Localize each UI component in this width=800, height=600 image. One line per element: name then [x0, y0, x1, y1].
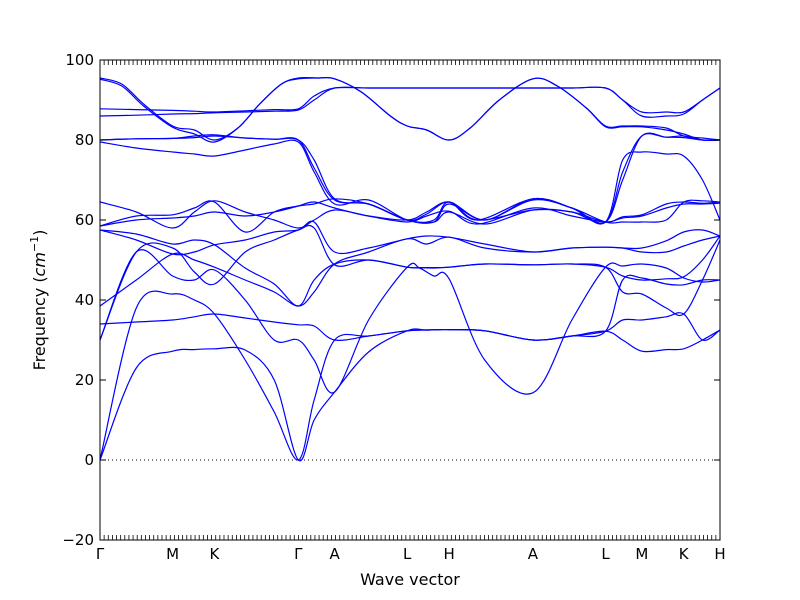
x-tick-label: K	[679, 545, 690, 563]
phonon-band-line	[100, 197, 720, 229]
x-tick-label: L	[403, 545, 412, 563]
phonon-band-line	[100, 229, 720, 307]
y-tick-label: 0	[84, 451, 94, 469]
phonon-band-line	[100, 224, 720, 341]
y-tick-label: −20	[62, 531, 94, 549]
phonon-band-line	[100, 76, 720, 143]
y-axis-ticks: −20 0 20 40 60 80 100	[62, 51, 720, 549]
plot-frame	[99, 59, 721, 541]
phonon-band-line	[100, 201, 720, 227]
y-tick-label: 40	[75, 291, 94, 309]
x-tick-label: A	[528, 545, 539, 563]
y-axis-label-text: Frequency	[30, 288, 49, 371]
phonon-band-line	[100, 132, 720, 225]
phonon-band-line	[100, 220, 720, 256]
x-tick-label: Γ	[96, 545, 105, 563]
y-tick-label: 60	[75, 211, 94, 229]
x-tick-label: K	[210, 545, 221, 563]
x-tick-label: A	[329, 545, 340, 563]
x-tick-label: M	[166, 545, 179, 563]
y-axis-unit: cm	[30, 252, 49, 276]
y-axis-unit-exponent: −1	[28, 236, 41, 252]
phonon-band-line	[100, 274, 720, 341]
y-axis-label: Frequency (cm−1)	[28, 230, 49, 371]
phonon-band-line	[100, 133, 720, 224]
x-tick-label: H	[443, 545, 454, 563]
phonon-band-line	[100, 86, 720, 118]
y-tick-label: 100	[65, 51, 94, 69]
y-tick-label: 20	[75, 371, 94, 389]
phonon-band-line	[100, 198, 720, 233]
x-tick-label: L	[601, 545, 610, 563]
x-tick-label: M	[635, 545, 648, 563]
phonon-band-line	[100, 312, 720, 462]
x-tick-label: Γ	[294, 545, 303, 563]
phonon-band-line	[100, 229, 720, 307]
x-axis-label: Wave vector	[360, 570, 460, 589]
x-tick-label: H	[714, 545, 725, 563]
phonon-bands	[100, 76, 720, 462]
phonon-band-line	[100, 139, 720, 225]
phonon-band-line	[100, 76, 720, 141]
y-tick-label: 80	[75, 131, 94, 149]
